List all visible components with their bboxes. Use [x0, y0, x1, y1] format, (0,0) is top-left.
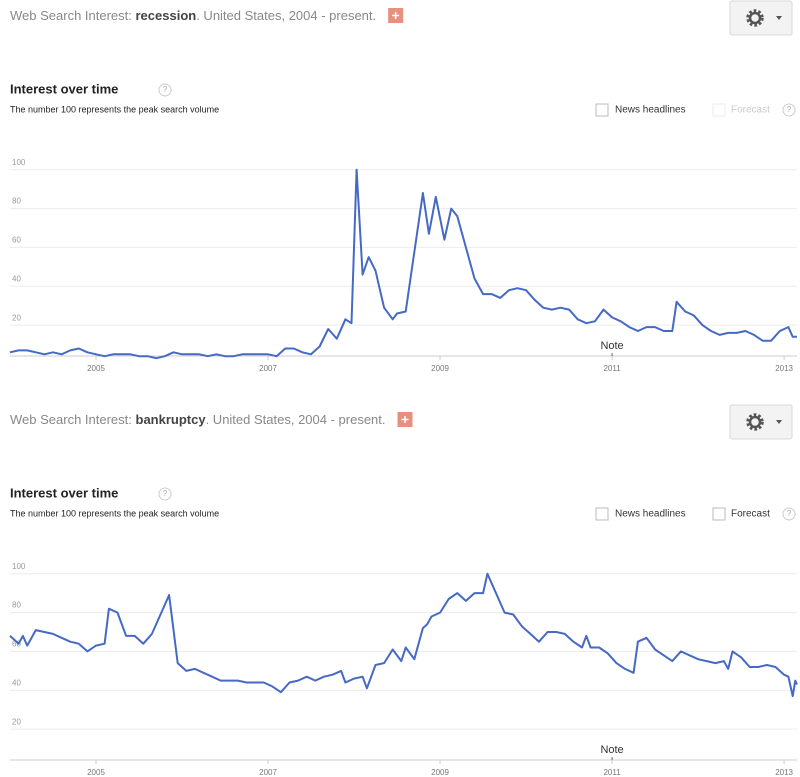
header: Web Search Interest: bankruptcy. United … — [10, 412, 386, 427]
gear-teeth — [746, 413, 764, 431]
news-checkbox[interactable] — [595, 103, 609, 117]
x-tick-label: 2013 — [775, 768, 793, 777]
header: Web Search Interest: recession. United S… — [10, 8, 376, 23]
y-tick-label: 60 — [12, 236, 21, 245]
chart-subtitle: The number 100 represents the peak searc… — [10, 104, 219, 114]
google-plus-button[interactable] — [397, 412, 413, 427]
gear-body — [748, 415, 762, 429]
x-tick-label: 2009 — [431, 768, 449, 777]
gear-body — [748, 11, 762, 25]
x-tick-label: 2011 — [603, 364, 621, 373]
y-tick-label: 60 — [12, 640, 21, 649]
x-tick-label: 2013 — [775, 364, 793, 373]
settings-button[interactable] — [729, 404, 793, 440]
x-tick-label: 2007 — [259, 364, 277, 373]
y-tick-label: 40 — [12, 274, 21, 283]
google-plus-button[interactable] — [388, 8, 404, 23]
x-tick-label: 2005 — [87, 364, 105, 373]
y-tick-label: 100 — [12, 562, 26, 571]
chart-title: Interest over time — [10, 485, 118, 500]
x-tick-label: 2009 — [431, 364, 449, 373]
help-icon[interactable] — [158, 83, 172, 97]
search-term: recession — [136, 8, 197, 23]
header-suffix: . United States, 2004 - present. — [196, 8, 376, 23]
chart-title: Interest over time — [10, 81, 118, 96]
help-mark: ? — [163, 489, 168, 498]
chart-panel: Web Search Interest: bankruptcy. United … — [9, 404, 798, 777]
y-tick-label: 100 — [12, 158, 26, 167]
x-tick-label: 2005 — [87, 768, 105, 777]
annotation[interactable]: Note — [600, 340, 623, 352]
forecast-label: Forecast — [731, 105, 770, 116]
header-suffix: . United States, 2004 - present. — [206, 412, 386, 427]
series-line — [9, 168, 797, 360]
y-tick-label: 20 — [12, 717, 21, 726]
x-tick-label: 2007 — [259, 768, 277, 777]
settings-button[interactable] — [729, 0, 793, 36]
y-tick-label: 80 — [12, 601, 21, 610]
chart-panel: Web Search Interest: recession. United S… — [9, 0, 797, 373]
forecast-help-mark: ? — [787, 105, 792, 114]
help-icon[interactable] — [158, 487, 172, 501]
google-plus-icon — [401, 416, 409, 423]
forecast-help-mark: ? — [787, 509, 792, 518]
dropdown-arrow — [776, 16, 782, 20]
search-term: bankruptcy — [136, 412, 207, 427]
news-label: News headlines — [615, 105, 686, 116]
x-tick-label: 2011 — [603, 768, 621, 777]
forecast-help-icon[interactable] — [782, 103, 796, 117]
forecast-checkbox[interactable] — [712, 103, 726, 117]
forecast-checkbox[interactable] — [712, 507, 726, 521]
y-tick-label: 20 — [12, 313, 21, 322]
chart-subtitle: The number 100 represents the peak searc… — [10, 508, 219, 518]
header-prefix: Web Search Interest: — [10, 412, 136, 427]
news-checkbox[interactable] — [595, 507, 609, 521]
google-plus-icon — [392, 12, 400, 19]
gear-teeth — [746, 9, 764, 27]
dropdown-arrow — [776, 420, 782, 424]
header-prefix: Web Search Interest: — [10, 8, 136, 23]
news-label: News headlines — [615, 509, 686, 520]
forecast-help-icon[interactable] — [782, 507, 796, 521]
help-mark: ? — [163, 85, 168, 94]
y-tick-label: 80 — [12, 197, 21, 206]
annotation[interactable]: Note — [600, 744, 623, 756]
forecast-label: Forecast — [731, 509, 770, 520]
series-line — [9, 572, 798, 698]
y-tick-label: 40 — [12, 678, 21, 687]
